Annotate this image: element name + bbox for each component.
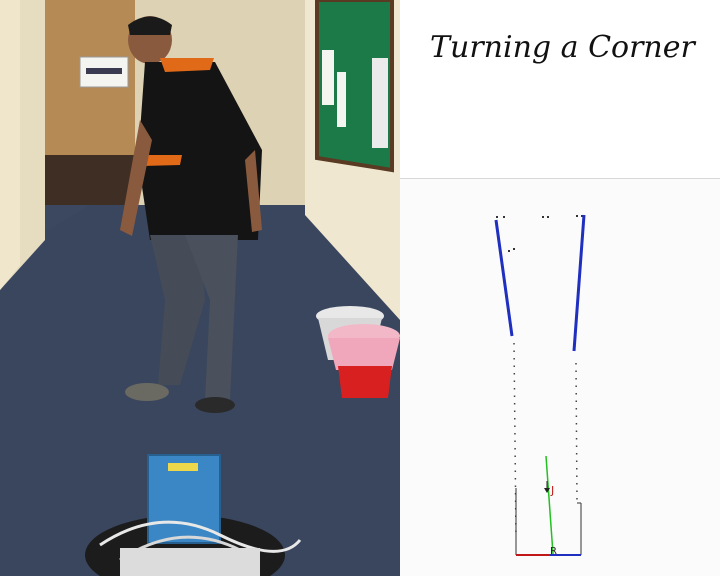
- label-r: R: [550, 546, 557, 557]
- map-panel: Turning a Corner J: [400, 0, 720, 576]
- corridor-edge-right: [575, 362, 578, 504]
- carpet-floor: [0, 205, 400, 576]
- label-j: J: [550, 484, 554, 497]
- wall-left: [494, 219, 514, 337]
- person-marker-icon: [544, 488, 550, 493]
- camera-view: [0, 0, 400, 576]
- laser-map: J R: [494, 214, 586, 557]
- robot-path: [545, 455, 554, 555]
- red-bin: [338, 366, 392, 398]
- person: [120, 16, 262, 413]
- robot: [85, 454, 302, 576]
- page-title: Turning a Corner: [430, 30, 695, 65]
- scan-points-top: [496, 215, 583, 252]
- wall-right: [572, 214, 586, 352]
- title-box: Turning a Corner: [400, 0, 720, 179]
- corridor-edge-left: [513, 342, 517, 539]
- hallway-scene: [0, 0, 400, 576]
